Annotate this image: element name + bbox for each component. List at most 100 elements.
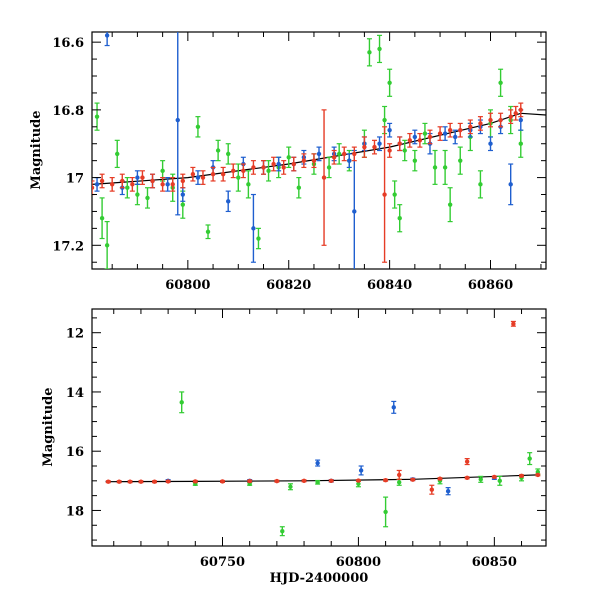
top-data-point [342,151,347,157]
bottom-data-point [152,479,157,484]
top-data-point [276,161,281,167]
top-data-point [377,46,382,52]
top-data-point [447,202,453,207]
top-data-point [180,192,185,197]
top-data-point [382,192,387,197]
top-data-point [468,124,473,129]
top-x-tick-label: 60840 [367,278,412,293]
bottom-series-0 [179,391,541,537]
top-data-point [236,175,241,180]
top-data-point [397,141,402,146]
bottom-y-axis-label: Magnitude [41,387,56,466]
bottom-data-point [315,460,320,466]
top-data-point [397,216,402,221]
top-data-point [352,151,357,157]
bottom-plot-frame [91,308,547,547]
top-series-2 [92,102,524,263]
top-data-point [200,175,206,180]
top-data-point [437,131,443,136]
bottom-data-marks [105,320,541,537]
top-data-point [261,165,266,170]
top-data-point [518,141,523,146]
top-data-point [367,50,372,55]
bottom-data-point [356,478,361,483]
top-data-point [321,175,327,180]
top-data-point [508,114,513,119]
top-data-point [220,172,226,177]
top-data-point [99,216,105,221]
top-data-point [478,121,483,126]
top-data-point [316,151,322,157]
top-data-point [215,148,221,153]
top-data-point [104,33,110,38]
top-data-point [281,165,286,170]
top-plot-frame [91,31,547,270]
top-y-tick-label: 17 [66,172,84,187]
top-data-point [180,178,185,184]
bottom-data-point [280,528,285,534]
top-data-point [518,107,523,113]
top-data-point [417,138,423,143]
bottom-data-point [179,400,184,405]
top-data-point [422,131,428,136]
top-data-point [94,182,100,187]
bottom-data-point [358,468,364,473]
bottom-data-point [429,487,435,492]
top-series-1 [94,32,524,269]
top-axes: 60800 60820 60840 60860 16.6 16.8 17 17.2 [52,32,546,293]
bottom-data-point [356,481,361,486]
bottom-data-point [247,478,252,484]
top-data-point [226,199,231,204]
bottom-data-point [497,478,502,484]
bottom-y-tick-label: 14 [66,386,84,401]
bottom-data-point [535,472,541,478]
bottom-data-point [445,488,451,494]
bottom-data-point [116,479,122,484]
bottom-data-point [464,475,470,481]
top-data-point [256,236,261,241]
top-data-point [377,141,382,146]
top-data-point [442,131,448,136]
top-data-point [160,182,165,187]
top-data-point [478,182,483,187]
bottom-y-tick-label: 12 [66,327,84,342]
bottom-data-point [193,479,198,484]
top-data-point [513,111,518,116]
top-data-point [94,114,100,119]
top-data-point [498,117,503,123]
top-data-point [99,178,105,184]
bottom-x-axis-label: HJD-2400000 [270,571,369,586]
top-y-tick-label: 17.2 [52,239,84,254]
top-data-point [508,182,513,187]
top-data-point [362,144,367,150]
top-data-point [266,168,271,174]
top-data-point [271,161,276,167]
top-data-point [458,127,463,133]
top-data-point [296,185,302,190]
bottom-data-point [274,478,280,484]
bottom-data-point [301,478,307,484]
top-data-point [488,141,493,146]
top-data-point [109,182,115,187]
top-data-point [246,182,251,187]
bottom-data-point [127,479,133,484]
top-data-point [311,158,317,163]
top-data-point [231,168,236,174]
bottom-data-point [437,476,443,481]
top-data-point [190,172,196,177]
top-data-point [251,165,256,170]
top-data-point [120,178,125,184]
bottom-data-point [391,405,396,410]
bottom-x-tick-label: 60750 [200,555,245,570]
top-data-point [291,161,296,167]
bottom-y-tick-label: 18 [66,504,84,519]
top-data-point [301,158,307,163]
top-data-point [145,195,150,201]
top-data-point [135,175,140,180]
top-data-point [498,80,503,85]
bottom-data-point [138,479,144,484]
bottom-data-point [329,478,334,484]
top-data-point [331,155,337,160]
top-data-point [432,165,438,170]
